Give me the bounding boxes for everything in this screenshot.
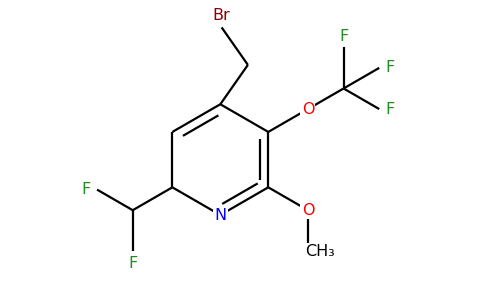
Text: O: O <box>302 102 314 117</box>
Text: N: N <box>214 208 227 223</box>
Text: Br: Br <box>213 8 230 23</box>
Text: F: F <box>82 182 91 197</box>
Text: F: F <box>128 256 137 271</box>
Text: O: O <box>302 203 314 218</box>
Text: F: F <box>339 29 348 44</box>
Text: F: F <box>385 102 394 117</box>
Text: F: F <box>385 60 394 75</box>
Text: CH₃: CH₃ <box>305 244 335 259</box>
